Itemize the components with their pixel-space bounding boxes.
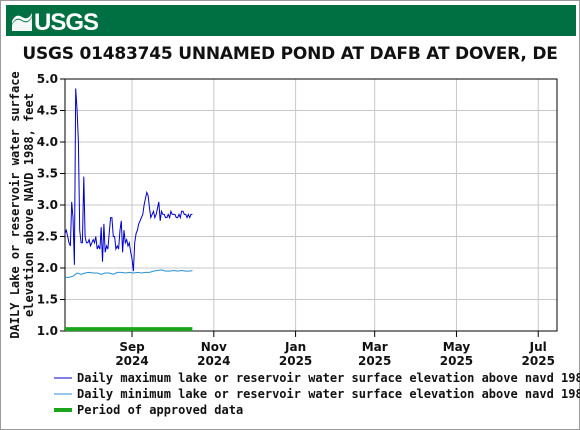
x-tick-label-month: Jan [284,340,306,354]
x-tick-label-year: 2025 [358,354,391,368]
series-lines [64,88,193,332]
y-axis-label-line2: elevation above NAVD 1988, feet [22,93,36,317]
usgs-banner: USGS [6,5,576,36]
y-tick-label: 2.5 [37,230,58,244]
max-elevation-line [64,88,193,272]
y-axis-label-line1: DAILY Lake or reservoir water surface [8,71,22,338]
gridlines [65,78,557,332]
x-tick-label-year: 2025 [279,354,312,368]
x-tick-label-year: 2024 [115,354,148,368]
legend: Daily maximum lake or reservoir water su… [54,371,580,417]
y-axis-ticks: 1.0 1.5 2.0 2.5 3.0 3.5 4.0 4.5 5.0 [37,72,65,338]
legend-label-min: Daily minimum lake or reservoir water su… [77,387,580,401]
x-tick-label-year: 2025 [522,354,555,368]
chart-title: USGS 01483745 UNNAMED POND AT DAFB AT DO… [22,44,558,64]
x-tick-label-month: Jul [529,340,547,354]
usgs-logo-text: USGS [34,9,98,34]
y-axis-label: DAILY Lake or reservoir water surface el… [8,71,36,338]
legend-label-approved: Period of approved data [77,403,243,417]
x-tick-label-month: Mar [362,340,388,354]
y-tick-label: 1.0 [37,324,58,338]
y-tick-label: 3.0 [37,198,58,212]
y-tick-label: 4.5 [37,104,58,118]
x-tick-label-month: May [443,340,471,354]
y-tick-label: 2.0 [37,261,58,275]
usgs-logo: USGS [12,9,98,34]
y-tick-label: 1.5 [37,293,58,307]
min-elevation-line [65,269,193,278]
x-tick-label-year: 2025 [440,354,473,368]
y-tick-label: 5.0 [37,72,58,86]
x-tick-label-year: 2024 [197,354,230,368]
y-tick-label: 3.5 [37,167,58,181]
x-tick-label-month: Sep [119,340,145,354]
legend-label-max: Daily maximum lake or reservoir water su… [77,371,580,385]
y-tick-label: 4.0 [37,135,58,149]
x-tick-label-month: Nov [201,340,227,354]
x-axis-ticks: Sep2024Nov2024Jan2025Mar2025May2025Jul20… [115,331,555,368]
